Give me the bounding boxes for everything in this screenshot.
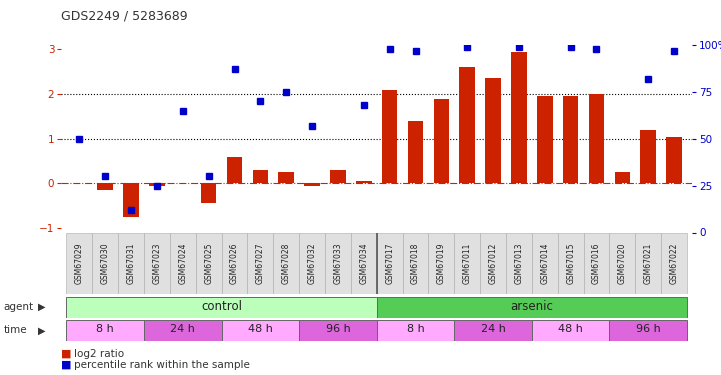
Text: GDS2249 / 5283689: GDS2249 / 5283689 [61, 9, 188, 22]
Text: GSM67015: GSM67015 [566, 243, 575, 284]
Text: log2 ratio: log2 ratio [74, 349, 125, 358]
Bar [304, 183, 320, 186]
Text: 24 h: 24 h [481, 324, 505, 334]
Text: GSM67033: GSM67033 [333, 243, 342, 284]
Text: GSM67027: GSM67027 [256, 243, 265, 284]
Text: control: control [201, 300, 242, 312]
Text: GSM67025: GSM67025 [204, 243, 213, 284]
Text: GSM67028: GSM67028 [282, 243, 291, 284]
Text: GSM67018: GSM67018 [411, 243, 420, 284]
Text: 96 h: 96 h [326, 324, 350, 334]
Bar [144, 320, 221, 341]
Text: GSM67030: GSM67030 [101, 243, 110, 284]
Bar [480, 232, 506, 294]
Text: ■: ■ [61, 349, 72, 358]
Bar [666, 136, 682, 183]
Bar [252, 170, 268, 183]
Text: GSM67011: GSM67011 [463, 243, 472, 284]
Text: 48 h: 48 h [248, 324, 273, 334]
Bar [609, 232, 635, 294]
Text: GSM67024: GSM67024 [178, 243, 187, 284]
Text: GSM67023: GSM67023 [152, 243, 162, 284]
Bar [123, 183, 139, 217]
Bar [563, 96, 578, 183]
Text: GSM67019: GSM67019 [437, 243, 446, 284]
Bar [558, 232, 583, 294]
Bar [278, 172, 294, 183]
Text: ▶: ▶ [38, 326, 45, 335]
Bar [247, 232, 273, 294]
Bar [97, 183, 113, 190]
Bar [299, 232, 325, 294]
Text: agent: agent [4, 302, 34, 312]
Bar [635, 232, 661, 294]
Text: GSM67029: GSM67029 [75, 243, 84, 284]
Text: percentile rank within the sample: percentile rank within the sample [74, 360, 250, 369]
Text: GSM67014: GSM67014 [540, 243, 549, 284]
Bar [433, 99, 449, 183]
Bar [221, 320, 299, 341]
Bar [273, 232, 299, 294]
Bar [92, 232, 118, 294]
Bar [201, 183, 216, 204]
Bar [221, 232, 247, 294]
Text: GSM67013: GSM67013 [514, 243, 523, 284]
Bar [377, 320, 454, 341]
Bar [408, 121, 423, 183]
Bar [66, 297, 377, 318]
Text: GSM67017: GSM67017 [385, 243, 394, 284]
Bar [589, 94, 604, 183]
Bar [382, 90, 397, 183]
Text: ▶: ▶ [38, 302, 45, 312]
Bar [299, 320, 377, 341]
Bar [454, 320, 532, 341]
Bar [661, 232, 687, 294]
Bar [325, 232, 351, 294]
Bar [227, 157, 242, 183]
Bar [144, 232, 170, 294]
Bar [118, 232, 144, 294]
Bar [583, 232, 609, 294]
Text: 8 h: 8 h [97, 324, 114, 334]
Text: 8 h: 8 h [407, 324, 425, 334]
Bar [170, 232, 195, 294]
Text: GSM67016: GSM67016 [592, 243, 601, 284]
Bar [402, 232, 428, 294]
Bar [330, 170, 345, 183]
Bar [149, 183, 164, 186]
Text: arsenic: arsenic [510, 300, 553, 312]
Bar [532, 232, 558, 294]
Bar [66, 232, 92, 294]
Bar [459, 68, 475, 183]
Bar [356, 181, 371, 183]
Bar [614, 172, 630, 183]
Bar [506, 232, 532, 294]
Bar [537, 96, 552, 183]
Text: GSM67020: GSM67020 [618, 243, 627, 284]
Bar [609, 320, 687, 341]
Bar [377, 297, 687, 318]
Text: GSM67021: GSM67021 [644, 243, 653, 284]
Bar [454, 232, 480, 294]
Text: 24 h: 24 h [170, 324, 195, 334]
Text: 48 h: 48 h [558, 324, 583, 334]
Text: time: time [4, 326, 27, 335]
Text: 96 h: 96 h [636, 324, 660, 334]
Bar [195, 232, 221, 294]
Text: ■: ■ [61, 360, 72, 369]
Bar [66, 320, 144, 341]
Bar [511, 52, 526, 183]
Text: GSM67022: GSM67022 [670, 243, 678, 284]
Bar [377, 232, 402, 294]
Bar [485, 78, 501, 183]
Text: GSM67031: GSM67031 [127, 243, 136, 284]
Text: GSM67034: GSM67034 [359, 243, 368, 284]
Bar [428, 232, 454, 294]
Text: GSM67012: GSM67012 [489, 243, 497, 284]
Text: GSM67026: GSM67026 [230, 243, 239, 284]
Bar [351, 232, 377, 294]
Text: GSM67032: GSM67032 [308, 243, 317, 284]
Bar [640, 130, 656, 183]
Bar [532, 320, 609, 341]
